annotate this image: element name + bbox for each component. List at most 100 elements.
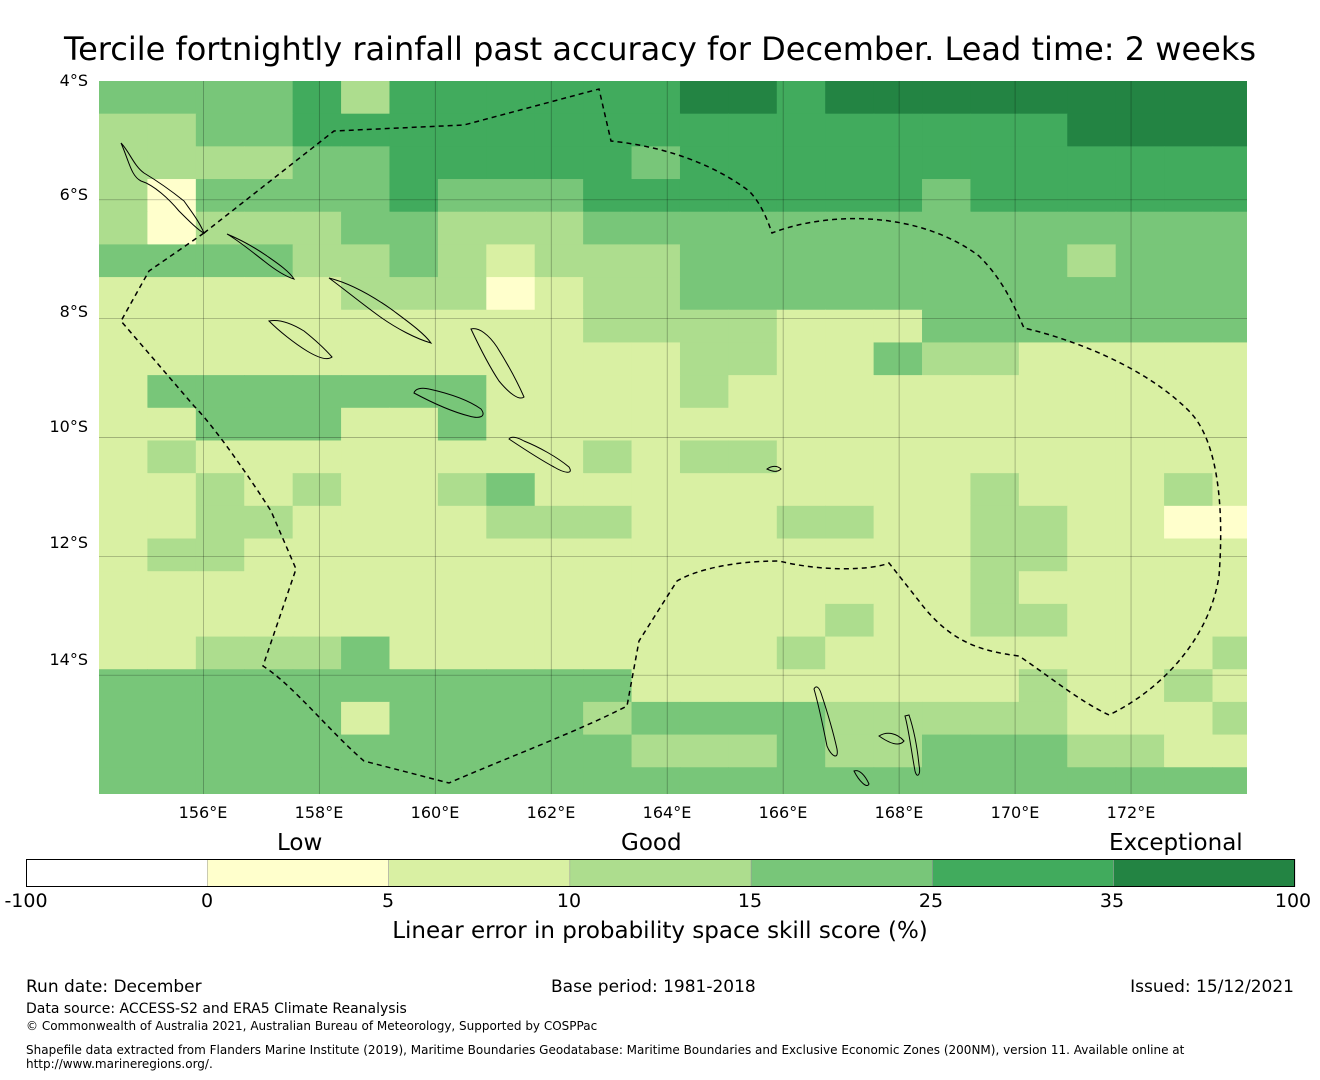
lat-label-14s: 14°S bbox=[49, 650, 88, 669]
coastline-vanuatu-south bbox=[853, 770, 870, 786]
skill-cell bbox=[922, 473, 972, 507]
skill-cell bbox=[583, 407, 633, 442]
skill-cell bbox=[728, 407, 778, 442]
coastline-isabel bbox=[328, 277, 433, 344]
skill-cell bbox=[1115, 342, 1165, 376]
skill-cell bbox=[728, 277, 778, 311]
skill-cell bbox=[1115, 636, 1165, 670]
skill-cell bbox=[147, 767, 197, 794]
skill-cell bbox=[583, 603, 633, 638]
skill-cell bbox=[1164, 407, 1214, 442]
skill-cell bbox=[244, 538, 294, 572]
skill-cell bbox=[244, 407, 294, 442]
skill-cell bbox=[776, 81, 826, 115]
skill-cell bbox=[437, 277, 487, 311]
skill-cell bbox=[147, 113, 197, 147]
skill-cell bbox=[292, 211, 342, 245]
skill-cell bbox=[437, 146, 487, 180]
skill-cell bbox=[1067, 636, 1117, 670]
skill-cell bbox=[99, 244, 149, 278]
skill-cell bbox=[292, 701, 342, 736]
skill-cell bbox=[1115, 375, 1165, 409]
skill-cell bbox=[1164, 636, 1214, 670]
tick-10: 10 bbox=[556, 890, 582, 912]
skill-cell bbox=[292, 571, 342, 605]
skill-cell bbox=[341, 407, 391, 442]
skill-cell bbox=[389, 701, 439, 736]
skill-cell bbox=[825, 636, 875, 670]
skill-cell bbox=[825, 211, 875, 245]
skill-cell bbox=[825, 669, 875, 703]
shapefile-url[interactable]: http://www.marineregions.org/. bbox=[26, 1057, 213, 1071]
skill-cell bbox=[534, 375, 584, 409]
skill-cell bbox=[195, 636, 245, 670]
skill-cell bbox=[486, 734, 536, 768]
skill-cell bbox=[341, 113, 391, 147]
skill-cell bbox=[486, 636, 536, 670]
skill-cell bbox=[1018, 211, 1068, 245]
skill-cell bbox=[1115, 211, 1165, 245]
skill-cell bbox=[99, 603, 149, 638]
skill-cell bbox=[99, 407, 149, 442]
skill-cell bbox=[1018, 113, 1068, 147]
skill-cell bbox=[631, 179, 681, 213]
skill-cell bbox=[583, 277, 633, 311]
skill-cell bbox=[728, 81, 778, 115]
lon-label-168e: 168°E bbox=[874, 803, 924, 822]
skill-cell bbox=[195, 538, 245, 572]
skill-cell bbox=[147, 81, 197, 115]
skill-cell bbox=[1164, 244, 1214, 278]
skill-cell bbox=[341, 767, 391, 794]
skill-cell bbox=[970, 734, 1020, 768]
skill-cell bbox=[1164, 538, 1214, 572]
skill-cell bbox=[922, 342, 972, 376]
skill-cell bbox=[631, 440, 681, 474]
skill-cell bbox=[147, 571, 197, 605]
skill-cell bbox=[583, 81, 633, 115]
colorbar-label: Linear error in probability space skill … bbox=[392, 918, 928, 944]
skill-cell bbox=[534, 701, 584, 736]
skill-cell bbox=[873, 440, 923, 474]
skill-cell bbox=[1067, 277, 1117, 311]
skill-cell bbox=[389, 277, 439, 311]
skill-cell bbox=[631, 211, 681, 245]
skill-cell bbox=[437, 734, 487, 768]
skill-cell bbox=[437, 701, 487, 736]
skill-cell bbox=[1067, 734, 1117, 768]
skill-cell bbox=[1067, 342, 1117, 376]
skill-cell bbox=[922, 505, 972, 540]
skill-cell bbox=[679, 375, 729, 409]
tick-5: 5 bbox=[381, 890, 395, 912]
skill-cell bbox=[776, 571, 826, 605]
skill-cell bbox=[292, 473, 342, 507]
skill-cell bbox=[99, 669, 149, 703]
skill-cell bbox=[583, 375, 633, 409]
skill-cell bbox=[486, 113, 536, 147]
tick-0: 0 bbox=[200, 890, 214, 912]
skill-cell bbox=[147, 277, 197, 311]
skill-cell bbox=[970, 211, 1020, 245]
skill-cell bbox=[679, 636, 729, 670]
skill-cell bbox=[292, 179, 342, 213]
skill-cell bbox=[1115, 767, 1165, 794]
skill-cell bbox=[1115, 669, 1165, 703]
skill-cell bbox=[631, 342, 681, 376]
skill-cell bbox=[292, 375, 342, 409]
skill-cell bbox=[534, 146, 584, 180]
skill-cell bbox=[534, 113, 584, 147]
skill-cell bbox=[679, 473, 729, 507]
skill-cell bbox=[1115, 571, 1165, 605]
skill-cell bbox=[631, 375, 681, 409]
skill-cell bbox=[631, 244, 681, 278]
skill-cell bbox=[970, 244, 1020, 278]
skill-cell bbox=[389, 734, 439, 768]
colorbar-bin bbox=[26, 859, 208, 887]
issued-date: Issued: 15/12/2021 bbox=[1130, 977, 1294, 997]
skill-cell bbox=[922, 146, 972, 180]
skill-cell bbox=[99, 538, 149, 572]
skill-cell bbox=[631, 113, 681, 147]
skill-cell bbox=[583, 309, 633, 344]
skill-cell bbox=[437, 113, 487, 147]
skill-cell bbox=[195, 505, 245, 540]
skill-cell bbox=[147, 211, 197, 245]
